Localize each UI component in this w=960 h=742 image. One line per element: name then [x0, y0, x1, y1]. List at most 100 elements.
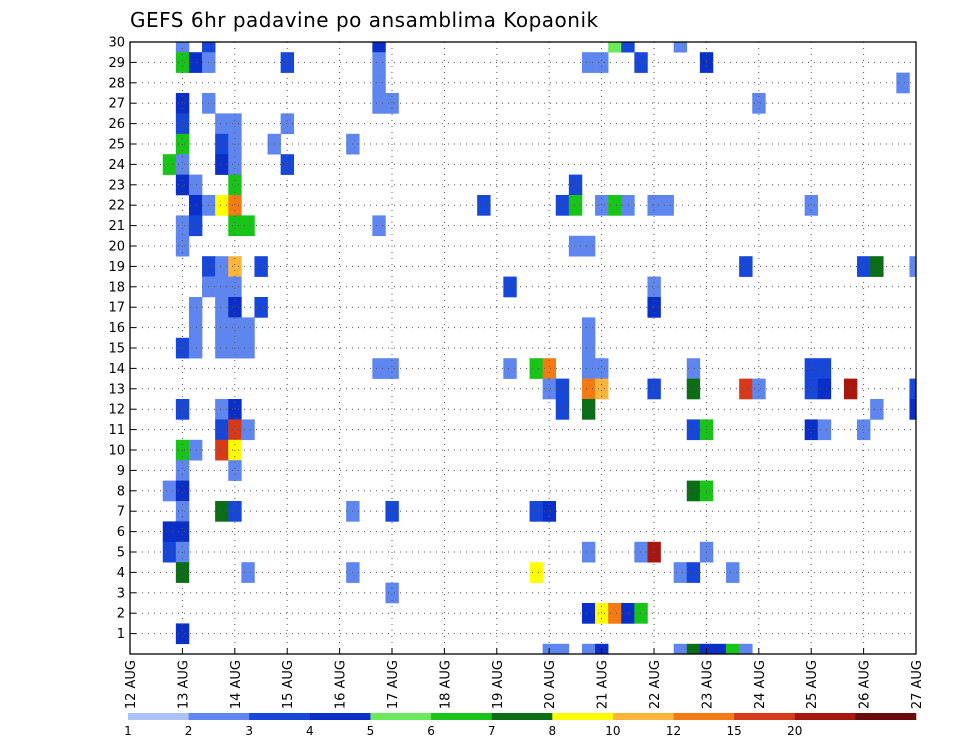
heatmap-cells — [162, 42, 917, 655]
legend-label: 5 — [367, 724, 375, 738]
heatmap-cell — [752, 378, 766, 400]
heatmap-cell — [529, 562, 543, 583]
heatmap-cell — [175, 521, 190, 543]
heatmap-cell — [870, 399, 884, 420]
heatmap-cell — [739, 378, 753, 400]
x-tick-label: 23 AUG — [700, 660, 715, 709]
heatmap-cell — [215, 276, 229, 298]
heatmap-cell — [529, 501, 543, 522]
heatmap-cell — [555, 643, 570, 655]
heatmap-cell — [188, 297, 203, 318]
heatmap-cell — [608, 603, 622, 624]
y-tick-label: 14 — [108, 362, 125, 377]
heatmap-cell — [228, 317, 242, 339]
heatmap-cell — [188, 195, 203, 216]
heatmap-cell — [228, 460, 242, 481]
heatmap-cell — [175, 113, 190, 135]
heatmap-cell — [621, 42, 635, 53]
legend-swatch — [188, 713, 250, 720]
heatmap-cell — [228, 276, 242, 298]
heatmap-cell — [385, 358, 399, 379]
y-axis: 1234567891011121314151617181920212223242… — [108, 36, 136, 642]
heatmap-cell — [568, 174, 583, 196]
heatmap-cell — [175, 460, 190, 481]
legend-label: 1 — [124, 724, 132, 738]
heatmap-cell — [188, 174, 203, 196]
heatmap-cell — [215, 399, 229, 420]
heatmap-cell — [477, 195, 491, 216]
legend-label: 6 — [427, 724, 435, 738]
heatmap-cell — [542, 501, 557, 522]
heatmap-cell — [241, 419, 255, 441]
heatmap-cell — [817, 419, 832, 441]
x-tick-label: 14 AUG — [229, 660, 244, 709]
y-tick-label: 12 — [108, 403, 125, 418]
heatmap-cell — [175, 215, 190, 237]
heatmap-cell — [581, 541, 596, 563]
legend-swatch — [734, 713, 796, 720]
heatmap-cell — [372, 52, 386, 73]
legend-label: 4 — [306, 724, 314, 738]
legend-swatch — [794, 713, 856, 720]
x-tick-label: 19 AUG — [491, 660, 506, 709]
heatmap-cell — [372, 358, 386, 379]
heatmap-cell — [215, 195, 229, 216]
heatmap-cell — [581, 317, 596, 339]
heatmap-cell — [228, 174, 242, 196]
heatmap-cell — [896, 72, 910, 94]
heatmap-cell — [372, 93, 386, 114]
heatmap-cell — [280, 113, 295, 135]
y-tick-label: 15 — [108, 342, 125, 357]
heatmap-cell — [280, 154, 295, 175]
y-tick-label: 17 — [108, 301, 125, 316]
y-tick-label: 30 — [108, 36, 125, 51]
heatmap-cell — [385, 582, 399, 604]
heatmap-cell — [634, 603, 648, 624]
heatmap-cell — [503, 276, 517, 298]
heatmap-cell — [581, 378, 596, 400]
y-tick-label: 23 — [108, 178, 125, 193]
heatmap-cell — [673, 643, 688, 655]
heatmap-cell — [228, 256, 242, 277]
x-tick-label: 20 AUG — [543, 660, 558, 709]
heatmap-cell — [215, 317, 229, 339]
color-legend: 1 2 3 4 5 6 7 8 10 12 15 20 — [124, 713, 917, 738]
legend-swatch — [370, 713, 432, 720]
chart-title: GEFS 6hr padavine po ansamblima Kopaonik — [130, 8, 599, 32]
heatmap-cell — [228, 399, 242, 420]
heatmap-cell — [608, 195, 622, 216]
heatmap-cell — [752, 93, 766, 114]
heatmap-cell — [909, 378, 917, 400]
heatmap-cell — [595, 52, 609, 73]
heatmap-cell — [162, 521, 177, 543]
y-tick-label: 20 — [108, 240, 125, 255]
heatmap-cell — [686, 480, 701, 502]
legend-label: 2 — [185, 724, 193, 738]
heatmap-cell — [188, 439, 203, 461]
x-tick-label: 13 AUG — [176, 660, 191, 709]
heatmap-cell — [712, 643, 727, 655]
y-tick-label: 29 — [108, 56, 125, 71]
heatmap-cell — [804, 419, 819, 441]
legend-swatch — [491, 713, 553, 720]
heatmap-cell — [686, 358, 701, 379]
heatmap-cell — [686, 643, 701, 655]
legend-label: 7 — [488, 724, 496, 738]
heatmap-cell — [215, 337, 229, 359]
heatmap-cell — [188, 317, 203, 339]
heatmap-cell — [647, 276, 661, 298]
heatmap-cell — [595, 603, 609, 624]
legend-label: 12 — [666, 724, 681, 738]
heatmap-cell — [542, 358, 557, 379]
heatmap-cell — [686, 562, 701, 583]
heatmap-cell — [175, 174, 190, 196]
heatmap-cell — [568, 195, 583, 216]
heatmap-cell — [241, 562, 255, 583]
heatmap-cell — [804, 378, 819, 400]
y-tick-label: 21 — [108, 219, 125, 234]
heatmap-cell — [372, 215, 386, 237]
heatmap-cell — [595, 358, 609, 379]
heatmap-cell — [228, 501, 242, 522]
heatmap-cell — [686, 378, 701, 400]
heatmap-cell — [817, 358, 832, 379]
